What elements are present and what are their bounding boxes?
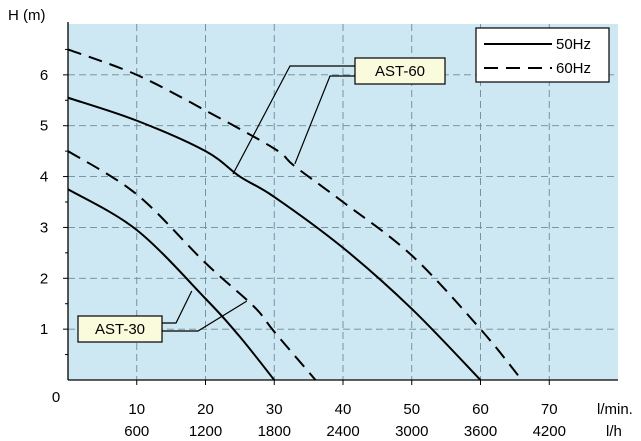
- x-tick-label-secondary: 1800: [258, 423, 291, 440]
- x-tick-label: 30: [266, 401, 283, 418]
- x-tick-label: 20: [197, 401, 214, 418]
- callouts: AST-60 AST-30: [77, 57, 446, 343]
- leader-ast-60-50hz: [232, 65, 355, 175]
- x-tick-label-secondary: 3000: [395, 423, 428, 440]
- leader-ast-30-60hz: [162, 300, 248, 332]
- curves: [67, 48, 523, 381]
- y-axis-title: H (m): [8, 7, 46, 24]
- x-tick-label: 10: [128, 401, 145, 418]
- x-axis-title-primary: l/min.: [597, 401, 633, 418]
- callout-box-ast-30: [77, 315, 163, 343]
- origin-label: 0: [52, 389, 60, 406]
- curve-ast-30-60hz: [67, 150, 317, 381]
- y-tick-label: 3: [40, 219, 48, 236]
- callout-label-ast-60: AST-60: [375, 63, 425, 80]
- y-tick-label: 2: [40, 270, 48, 287]
- x-tick-label-secondary: 2400: [326, 423, 359, 440]
- leader-ast-30-50hz: [162, 290, 193, 324]
- curve-ast-60-50hz: [67, 96, 482, 381]
- legend-label-60hz: 60Hz: [556, 60, 591, 77]
- x-tick-label-secondary: 1200: [189, 423, 222, 440]
- callout-box-ast-60: [354, 57, 446, 85]
- leader-ast-60-60hz: [294, 75, 355, 165]
- y-tick-label: 5: [40, 118, 48, 135]
- y-tick-label: 4: [40, 169, 48, 186]
- callout-label-ast-30: AST-30: [95, 321, 145, 338]
- legend: 50Hz 60Hz: [475, 27, 610, 83]
- x-axis-title-secondary: l/h: [606, 423, 622, 440]
- curve-ast-30-50hz: [67, 188, 276, 381]
- axes: [63, 22, 618, 385]
- x-tick-label: 70: [541, 401, 558, 418]
- x-tick-label: 50: [403, 401, 420, 418]
- curve-ast-60-60hz: [67, 48, 523, 381]
- x-tick-label: 40: [335, 401, 352, 418]
- y-tick-label: 1: [40, 321, 48, 338]
- y-tick-label: 6: [40, 67, 48, 84]
- x-tick-label-secondary: 600: [124, 423, 149, 440]
- x-tick-label-secondary: 4200: [533, 423, 566, 440]
- tick-labels: 1060020120030180040240050300060360070420…: [40, 67, 566, 440]
- legend-box: [475, 27, 610, 83]
- legend-label-50hz: 50Hz: [556, 36, 591, 53]
- x-tick-label: 60: [472, 401, 489, 418]
- x-tick-label-secondary: 3600: [464, 423, 497, 440]
